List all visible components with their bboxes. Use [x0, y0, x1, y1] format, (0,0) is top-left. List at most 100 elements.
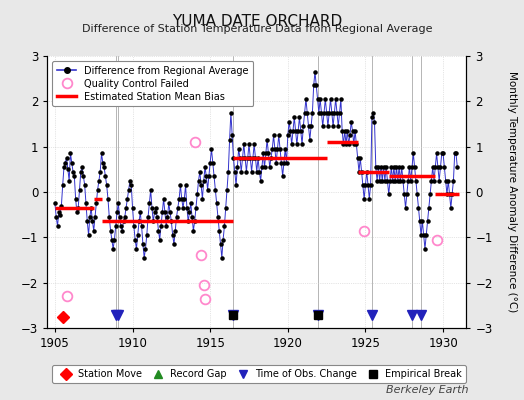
Text: Difference of Station Temperature Data from Regional Average: Difference of Station Temperature Data f… — [82, 24, 432, 34]
Point — [129, 223, 138, 229]
Point — [289, 128, 297, 134]
Point — [388, 178, 397, 184]
Point — [391, 178, 399, 184]
Point — [183, 205, 191, 211]
Point — [282, 159, 291, 166]
Point — [408, 164, 416, 170]
Point — [151, 205, 160, 211]
Point — [263, 137, 271, 143]
Point — [150, 209, 159, 216]
Point — [351, 128, 359, 134]
Point — [173, 205, 182, 211]
Point — [74, 205, 82, 211]
Point — [185, 209, 194, 216]
Point — [202, 173, 211, 179]
Point — [75, 186, 84, 193]
Point — [280, 159, 288, 166]
Point — [193, 191, 201, 198]
Point — [434, 164, 442, 170]
Point — [275, 132, 283, 138]
Point — [387, 164, 396, 170]
Point — [234, 146, 243, 152]
Point — [444, 178, 452, 184]
Point — [137, 223, 146, 229]
Legend: Station Move, Record Gap, Time of Obs. Change, Empirical Break: Station Move, Record Gap, Time of Obs. C… — [52, 365, 466, 383]
Point — [134, 232, 142, 238]
Point — [233, 164, 242, 170]
Point — [320, 110, 328, 116]
Point — [427, 178, 435, 184]
Point — [66, 150, 74, 157]
Point — [256, 178, 265, 184]
Point — [383, 178, 391, 184]
Point — [215, 227, 223, 234]
Point — [91, 214, 99, 220]
Point — [114, 200, 123, 206]
Point — [73, 209, 81, 216]
Point — [214, 214, 222, 220]
Point — [360, 196, 368, 202]
Point — [368, 114, 376, 120]
Point — [325, 110, 333, 116]
Point — [283, 132, 292, 138]
Point — [379, 164, 388, 170]
Point — [245, 141, 253, 148]
Point — [184, 218, 192, 225]
Point — [319, 123, 327, 130]
Point — [149, 218, 157, 225]
Point — [315, 110, 323, 116]
Point — [107, 236, 116, 243]
Point — [195, 168, 204, 175]
Point — [416, 218, 424, 225]
Point — [51, 200, 59, 206]
Point — [266, 164, 274, 170]
Point — [452, 150, 460, 157]
Point — [322, 110, 331, 116]
Point — [356, 155, 365, 161]
Point — [426, 191, 434, 198]
Point — [361, 182, 369, 188]
Point — [231, 168, 239, 175]
Point — [189, 227, 198, 234]
Point — [95, 178, 103, 184]
Point — [232, 182, 241, 188]
Point — [165, 200, 173, 206]
Point — [358, 182, 367, 188]
Point — [414, 205, 423, 211]
Point — [448, 191, 456, 198]
Point — [409, 150, 418, 157]
Point — [293, 141, 301, 148]
Point — [210, 173, 219, 179]
Text: Berkeley Earth: Berkeley Earth — [387, 385, 469, 395]
Point — [222, 205, 230, 211]
Point — [212, 200, 221, 206]
Point — [103, 182, 111, 188]
Point — [238, 155, 247, 161]
Point — [93, 186, 102, 193]
Point — [445, 191, 454, 198]
Point — [228, 132, 236, 138]
Point — [269, 132, 278, 138]
Point — [110, 236, 118, 243]
Point — [65, 178, 73, 184]
Point — [440, 164, 449, 170]
Point — [290, 114, 299, 120]
Point — [430, 178, 438, 184]
Point — [158, 209, 167, 216]
Point — [87, 205, 95, 211]
Point — [135, 218, 143, 225]
Point — [136, 209, 145, 216]
Point — [153, 214, 161, 220]
Point — [113, 209, 121, 216]
Point — [100, 164, 108, 170]
Point — [147, 186, 155, 193]
Point — [84, 232, 93, 238]
Point — [355, 168, 363, 175]
Point — [224, 168, 233, 175]
Point — [171, 227, 179, 234]
Point — [261, 150, 270, 157]
Point — [223, 186, 231, 193]
Point — [311, 69, 319, 75]
Point — [77, 168, 85, 175]
Point — [201, 164, 209, 170]
